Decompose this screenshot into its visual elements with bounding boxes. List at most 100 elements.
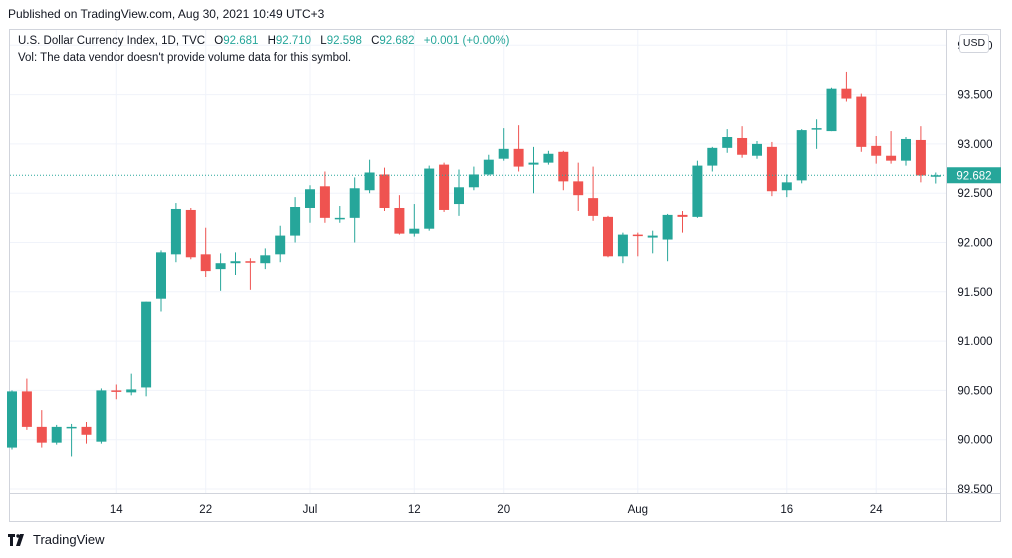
candle — [617, 232, 628, 264]
last-price-tag — [947, 167, 1001, 184]
candle — [156, 250, 166, 312]
candle — [126, 373, 137, 396]
candle — [364, 159, 375, 194]
candle-body — [647, 235, 658, 238]
candle-body — [51, 426, 62, 443]
candle — [766, 141, 777, 197]
candle — [915, 126, 926, 183]
candle-body — [498, 148, 509, 159]
candle — [856, 93, 867, 152]
candle-body — [409, 228, 420, 234]
candle — [588, 166, 599, 221]
candle-body — [796, 130, 807, 181]
candle — [632, 232, 643, 257]
time-tick-label: 14 — [110, 504, 123, 516]
candle-body — [901, 138, 911, 161]
candle-body — [528, 162, 539, 165]
price-tick-label: 92.500 — [957, 188, 992, 200]
candle-body — [781, 182, 792, 191]
candle — [543, 150, 554, 165]
candle-body — [603, 216, 613, 257]
candle — [111, 384, 122, 400]
candle — [185, 207, 196, 260]
candle-body — [36, 426, 47, 443]
published-header: Published on TradingView.com, Aug 30, 20… — [8, 7, 325, 21]
candle-body — [349, 188, 360, 218]
candle-body — [424, 168, 435, 229]
close-label: C — [371, 35, 380, 47]
candle — [781, 174, 792, 198]
candle-body — [468, 174, 479, 188]
candle-body — [334, 217, 345, 220]
candle-body — [915, 139, 926, 176]
candle-body — [111, 390, 122, 392]
candle — [319, 171, 330, 223]
candle-body — [141, 301, 152, 388]
candle-body — [752, 143, 762, 156]
price-axis: 89.500 90.000 90.500 91.000 91.500 92.000 92.5… — [957, 40, 992, 496]
candle-body — [454, 187, 464, 205]
candle-body — [21, 391, 32, 427]
candle-body — [260, 255, 271, 264]
candle — [513, 125, 524, 172]
candle — [677, 210, 688, 233]
time-tick-label: Jul — [303, 504, 318, 516]
candle — [841, 71, 852, 102]
candle-body — [662, 214, 673, 240]
candle — [394, 195, 405, 235]
candle-body — [617, 234, 628, 257]
price-tick-label: 89.500 — [957, 484, 992, 496]
candle-body — [185, 209, 196, 258]
change-value: +0.001 (+0.00%) — [423, 35, 510, 47]
candle — [245, 258, 256, 290]
candle-body — [394, 207, 405, 234]
candle-body — [439, 164, 450, 210]
candle — [51, 424, 62, 445]
candle — [215, 253, 226, 291]
time-tick-label: 12 — [408, 504, 421, 516]
candle-body — [81, 426, 92, 435]
price-tick-label: 92.000 — [957, 238, 992, 250]
candle — [141, 301, 152, 397]
candle — [707, 146, 718, 172]
candle — [722, 129, 733, 153]
candles — [7, 71, 941, 457]
candle — [81, 421, 92, 444]
candle-body — [632, 234, 643, 237]
last-price-marker: 92.682 — [10, 167, 1001, 184]
candle — [483, 154, 494, 176]
candle-body — [483, 159, 494, 175]
open-value: 92.681 — [223, 35, 259, 47]
candle — [796, 129, 807, 184]
candle — [305, 185, 315, 223]
candle-body — [66, 426, 77, 429]
candle-body — [7, 391, 17, 448]
close-value: 92.682 — [379, 35, 415, 47]
candle-body — [826, 88, 837, 132]
candle-body — [290, 207, 301, 236]
candle — [439, 162, 450, 212]
tradingview-logo-icon — [8, 533, 24, 546]
candle — [96, 388, 107, 444]
candle — [692, 160, 703, 218]
candle-body — [543, 153, 554, 163]
footer-brand[interactable]: TradingView — [8, 532, 105, 547]
candle — [36, 410, 47, 448]
candle-body — [766, 146, 777, 192]
candle — [7, 390, 17, 450]
candle — [901, 136, 911, 166]
candle-body — [215, 263, 226, 270]
candle — [454, 169, 464, 216]
currency-button[interactable]: USD — [959, 34, 989, 53]
candle-body — [737, 137, 748, 155]
candle — [21, 378, 32, 430]
candle-body — [588, 198, 599, 216]
candle-body — [319, 186, 330, 218]
candle — [752, 140, 762, 159]
candle — [871, 136, 882, 164]
chart-frame — [9, 29, 1001, 522]
price-tick-label: 90.500 — [957, 385, 992, 397]
candle-body — [886, 155, 897, 161]
candle — [603, 215, 613, 258]
